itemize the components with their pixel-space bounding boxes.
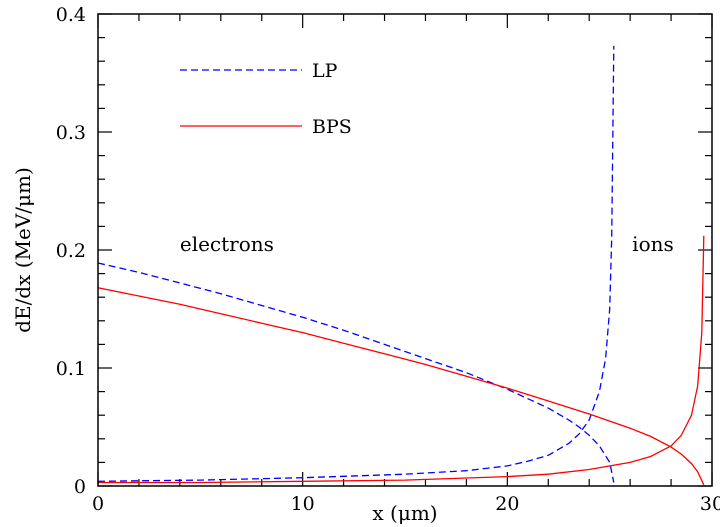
y-tick-label: 0.2 — [56, 240, 86, 262]
series-bps-electrons — [97, 287, 705, 486]
series-lines — [97, 45, 705, 486]
legend-label-bps: BPS — [312, 116, 352, 138]
x-tick-label: 0 — [92, 493, 104, 515]
series-lp-electrons — [97, 262, 615, 483]
y-tick-label: 0 — [74, 476, 86, 498]
x-tick-label: 20 — [495, 493, 519, 515]
legend-label-lp: LP — [312, 60, 338, 82]
y-tick-label: 0.3 — [56, 122, 86, 144]
y-tick-label: 0.4 — [56, 4, 86, 26]
series-lp-ions — [97, 45, 615, 482]
plot-frame — [97, 13, 713, 487]
series-bps-ions — [98, 235, 705, 484]
y-tick-label: 0.1 — [56, 358, 86, 380]
y-axis-title: dE/dx (MeV/μm) — [11, 167, 35, 333]
tick-labels: 0 10 20 30 0 0.1 0.2 0.3 0.4 — [56, 4, 720, 515]
legend: LP BPS — [180, 60, 352, 138]
x-tick-label: 30 — [700, 493, 720, 515]
x-tick-label: 10 — [291, 493, 315, 515]
annotation-electrons: electrons — [180, 232, 274, 256]
x-axis-title: x (μm) — [372, 501, 437, 525]
annotation-ions: ions — [632, 232, 674, 256]
